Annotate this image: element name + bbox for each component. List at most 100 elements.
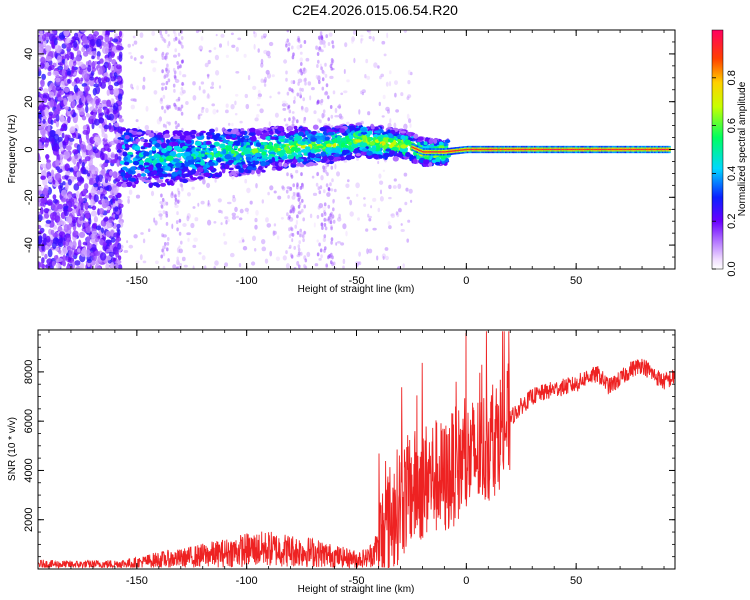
spectrogram-blob: [90, 198, 94, 208]
spectrogram-blob: [160, 97, 163, 102]
spectrogram-blob: [214, 260, 219, 266]
spectrogram-blob: [394, 92, 397, 98]
spectrogram-blob: [102, 41, 107, 48]
spectrogram-blob: [166, 44, 170, 49]
spectrogram-blob: [222, 149, 227, 155]
spectrogram-blob: [167, 78, 171, 83]
spectrogram-blob: [320, 98, 324, 103]
spectrogram-blob: [277, 125, 285, 132]
spectrogram-blob: [67, 79, 71, 84]
spectrogram-blob: [203, 265, 207, 269]
spectrogram-blob: [372, 36, 375, 42]
spectrogram-blob: [179, 64, 182, 69]
spectrogram-blob: [40, 175, 46, 180]
spectrogram-blob: [40, 207, 44, 215]
spectrogram-blob: [91, 205, 97, 211]
spectrogram-blob: [332, 261, 336, 266]
spectrogram-blob: [234, 206, 238, 213]
spectrogram-blob: [198, 113, 203, 116]
spectrogram-blob: [68, 60, 74, 68]
spectrogram-blob: [329, 254, 332, 259]
spectrogram-blob: [296, 230, 300, 235]
spectrogram-blob: [58, 241, 64, 247]
spectrogram-blob: [153, 90, 158, 95]
spectrogram-blob: [213, 221, 217, 224]
spectrogram-blob: [164, 86, 168, 91]
spectrogram-blob: [273, 190, 277, 194]
spectrogram-blob: [429, 144, 435, 148]
spectrogram-blob: [244, 207, 249, 212]
spectrogram-blob: [334, 115, 339, 118]
spectrogram-blob: [180, 36, 184, 40]
spectrogram-blob: [269, 95, 272, 99]
spectrogram-blob: [389, 144, 393, 149]
spectrogram-blob: [172, 30, 176, 34]
spectrogram-blob: [224, 163, 230, 170]
spectrogram-blob: [76, 248, 81, 253]
spectrogram-blob: [366, 150, 373, 156]
spectrogram-blob: [85, 249, 91, 258]
spectrogram-blob: [67, 179, 72, 186]
spectrogram-blob: [297, 157, 302, 163]
spectrogram-blob: [157, 132, 163, 136]
spectrogram-blob: [230, 104, 235, 110]
spectrogram-blob: [107, 84, 114, 91]
spectrogram-blob: [187, 237, 190, 242]
spectrogram-blob: [225, 109, 229, 114]
spectrogram-blob: [277, 235, 280, 240]
spectrogram-blob: [220, 33, 225, 38]
spectrogram-blob: [91, 66, 97, 73]
spectrogram-blob: [239, 208, 244, 214]
spectrogram-blob: [254, 160, 260, 165]
spectrogram-blob: [166, 72, 170, 77]
spectrogram-blob: [287, 104, 291, 109]
spectrogram-blob: [288, 227, 291, 232]
spectrogram-blob: [357, 261, 362, 266]
spectrogram-blob: [205, 107, 209, 113]
spectrogram-blob: [377, 207, 381, 213]
spectrogram-blob: [413, 133, 419, 139]
spectrogram-blob: [206, 182, 211, 189]
spectrogram-blob: [297, 211, 302, 215]
spectrogram-blob: [372, 197, 377, 202]
spectrogram-blob: [175, 125, 178, 130]
spectrogram-blob: [367, 136, 372, 143]
spectrogram-blob: [53, 143, 60, 152]
spectrogram-blob: [191, 186, 195, 190]
spectrogram-blob: [291, 55, 295, 60]
spectrogram-blob: [245, 103, 250, 110]
spectrogram-blob: [163, 39, 167, 44]
spectrogram-blob: [296, 183, 299, 187]
spectrogram-blob: [323, 222, 327, 227]
spectrogram-blob: [356, 193, 359, 197]
spectrogram-blob: [71, 208, 77, 214]
spectrogram-blob: [320, 66, 323, 71]
spectrogram-blob: [292, 80, 296, 85]
spectrogram-blob: [101, 167, 106, 176]
spectrogram-blob: [108, 219, 113, 224]
spectrogram-blob: [331, 138, 338, 143]
spectrogram-blob: [182, 74, 187, 78]
spectrogram-blob: [125, 144, 130, 149]
spectrogram-blob: [74, 260, 81, 266]
spectrogram-blob: [335, 242, 338, 246]
spectrogram-blob: [255, 183, 258, 189]
spectrogram-blob: [140, 173, 147, 177]
spectrogram-blob: [75, 77, 80, 84]
spectrogram-blob: [44, 223, 50, 228]
spectrogram-blob: [323, 212, 327, 216]
spectrogram-blob: [230, 149, 235, 154]
spectrogram-blob: [254, 152, 262, 158]
spectrogram-blob: [393, 178, 397, 182]
spectrogram-blob: [231, 122, 234, 127]
spectrogram-blob: [322, 113, 326, 118]
snr-line: [38, 331, 675, 569]
spectrogram-blob: [362, 135, 368, 139]
spectrogram-blob: [294, 224, 298, 229]
spectrogram-blob: [173, 74, 177, 79]
spectrogram-blob: [300, 62, 303, 66]
spectrogram-blob: [318, 242, 321, 247]
spectrogram-blob: [91, 230, 98, 236]
spectrogram-blob: [338, 113, 343, 119]
